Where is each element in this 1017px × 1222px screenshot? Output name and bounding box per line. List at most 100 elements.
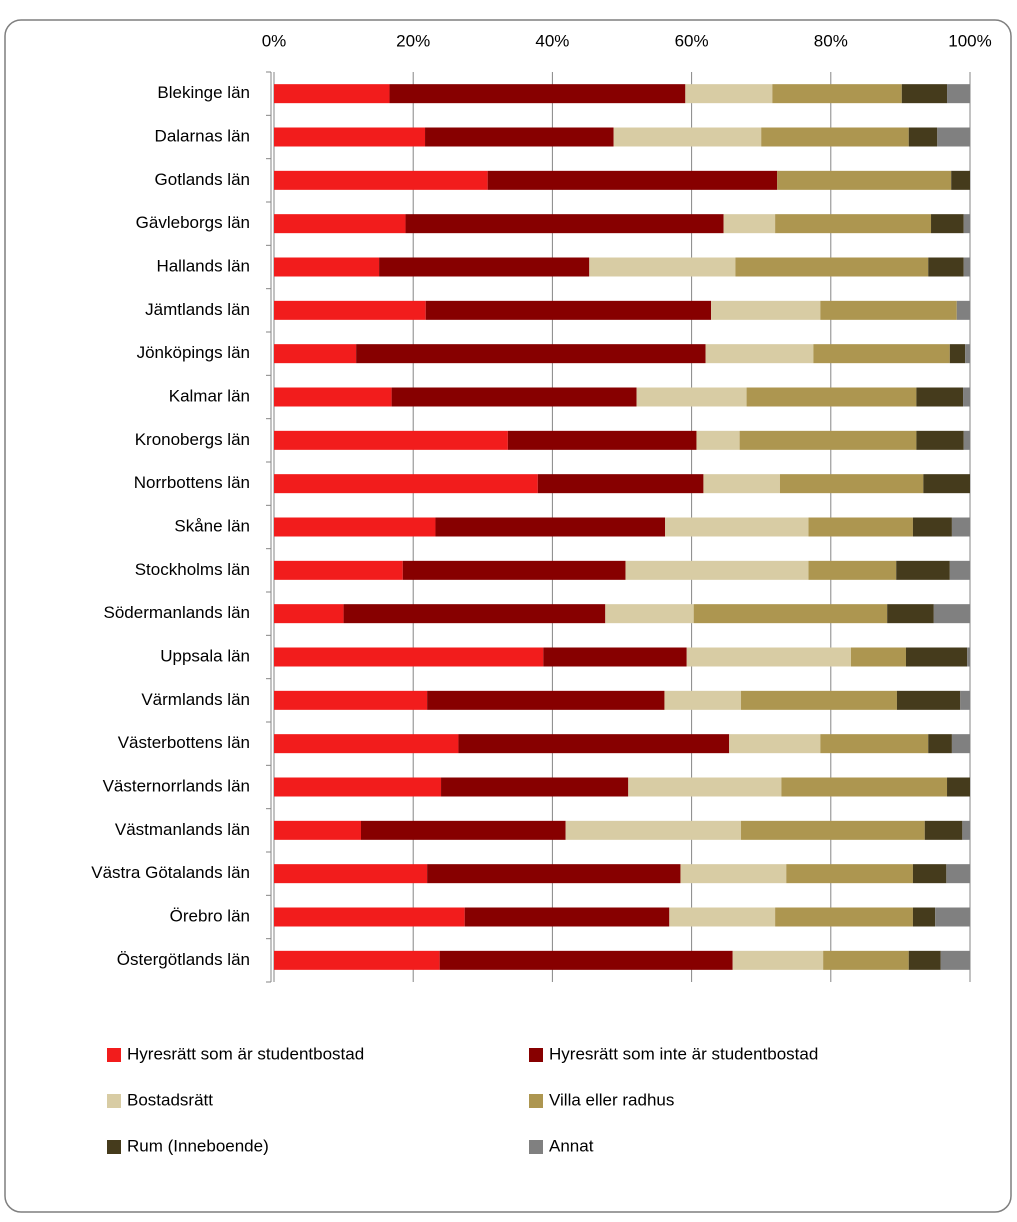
bar-segment [391, 387, 637, 407]
bar-segment [808, 517, 913, 537]
bar-segment [777, 170, 952, 190]
bar-segment [565, 820, 742, 840]
bar-segment [274, 387, 392, 407]
bar-segment [901, 84, 948, 104]
bar-segment [696, 430, 740, 450]
bar-segment [739, 430, 917, 450]
bar-segment [487, 170, 778, 190]
bar-segment [896, 690, 961, 710]
bar-segment [427, 864, 681, 884]
bar-segment [928, 257, 964, 277]
bar-segment [923, 474, 970, 494]
bar-segment [912, 517, 952, 537]
bar-segment [808, 560, 897, 580]
bar-segment [912, 864, 947, 884]
bar-segment [887, 604, 934, 624]
bar-segment [850, 647, 906, 667]
bar-segment [732, 950, 824, 970]
bar-segment [464, 907, 670, 927]
bar-segment [951, 517, 970, 537]
bar-segment [956, 300, 970, 320]
bar-segment [967, 647, 970, 667]
bar-segment [405, 214, 724, 234]
y-tick-label: Västerbottens län [118, 733, 250, 752]
bar-segment [274, 344, 357, 364]
y-tick-label: Värmlands län [141, 690, 250, 709]
y-tick-label: Västra Götalands län [91, 863, 250, 882]
bar-segment [963, 257, 970, 277]
bar-segment [905, 647, 968, 667]
bar-segment [729, 734, 821, 754]
x-tick-label: 20% [396, 31, 430, 50]
bar-segment [820, 734, 929, 754]
bar-segment [931, 214, 964, 234]
bar-segment [274, 430, 508, 450]
x-tick-label: 80% [814, 31, 848, 50]
bar-segment [274, 950, 440, 970]
bar-segment [963, 430, 970, 450]
bar-segment [908, 950, 941, 970]
bar-segment [711, 300, 821, 320]
bar-segment [933, 604, 970, 624]
bar-segment [439, 950, 733, 970]
bar-segment [963, 387, 970, 407]
bar-segment [772, 84, 902, 104]
legend-label: Bostadsrätt [127, 1090, 213, 1109]
bar-segment [928, 734, 952, 754]
bar-segment [723, 214, 776, 234]
y-tick-label: Södermanlands län [104, 603, 250, 622]
bar-segment [949, 344, 966, 364]
y-tick-label: Kronobergs län [135, 430, 250, 449]
bar-segment [274, 777, 442, 797]
bar-segment [274, 474, 538, 494]
y-tick-label: Örebro län [170, 906, 250, 925]
bar-segment [389, 84, 686, 104]
y-tick-label: Gävleborgs län [136, 213, 250, 232]
y-tick-label: Jönköpings län [137, 343, 250, 362]
bar-segment [613, 127, 762, 147]
y-tick-label: Norrbottens län [134, 473, 250, 492]
bar-segment [947, 84, 970, 104]
bar-segment [962, 820, 970, 840]
bar-segment [274, 604, 344, 624]
legend-label: Hyresrätt som är studentbostad [127, 1044, 364, 1063]
legend-label: Hyresrätt som inte är studentbostad [549, 1044, 818, 1063]
y-tick-label: Stockholms län [135, 560, 250, 579]
bar-segment [274, 690, 428, 710]
y-tick-label: Jämtlands län [145, 300, 250, 319]
bar-segment [705, 344, 814, 364]
legend-swatch [529, 1140, 543, 1154]
bar-segment [951, 734, 970, 754]
bar-segment [947, 777, 970, 797]
y-tick-label: Uppsala län [160, 646, 250, 665]
bar-segment [664, 690, 742, 710]
bar-segment [274, 907, 465, 927]
bar-segment [274, 300, 426, 320]
bar-segment [775, 907, 913, 927]
x-tick-label: 0% [262, 31, 287, 50]
y-tick-label: Dalarnas län [155, 126, 250, 145]
bar-segment [916, 387, 964, 407]
bar-segment [274, 170, 488, 190]
bar-segment [274, 647, 544, 667]
bar-segment [703, 474, 780, 494]
bar-segment [693, 604, 888, 624]
y-tick-label: Västernorrlands län [103, 776, 250, 795]
y-tick-label: Skåne län [174, 516, 250, 535]
bar-segment [274, 820, 361, 840]
bar-segment [965, 344, 970, 364]
bar-segment [665, 517, 809, 537]
bar-segment [779, 474, 924, 494]
bar-segment [636, 387, 747, 407]
y-tick-label: Gotlands län [155, 170, 250, 189]
legend-swatch [529, 1094, 543, 1108]
bar-segment [507, 430, 697, 450]
legend-label: Villa eller radhus [549, 1090, 674, 1109]
legend-swatch [107, 1048, 121, 1062]
bar-segment [813, 344, 950, 364]
bar-segment [940, 950, 970, 970]
bar-segment [537, 474, 704, 494]
bar-segment [274, 734, 459, 754]
